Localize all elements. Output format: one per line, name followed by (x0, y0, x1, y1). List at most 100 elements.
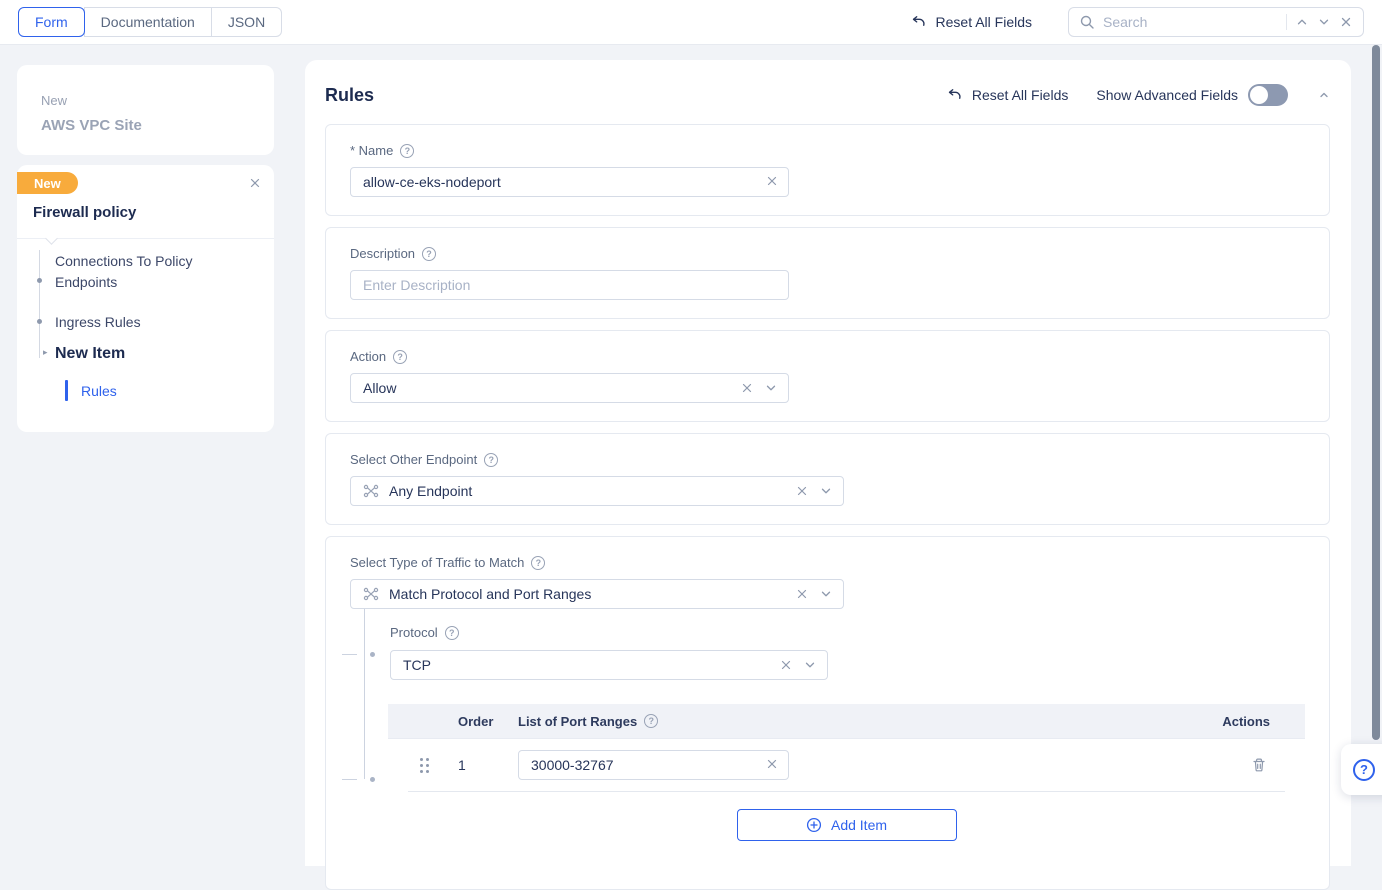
row-order-value: 1 (458, 757, 466, 773)
help-icon: ? (1353, 758, 1375, 781)
view-tab-group: Form Documentation JSON (18, 7, 283, 37)
traffic-field-card: Select Type of Traffic to Match ? Match … (325, 536, 1330, 890)
divider-notch (45, 232, 58, 245)
info-icon[interactable]: ? (644, 714, 659, 728)
collapse-section-icon[interactable] (1318, 89, 1330, 101)
info-icon[interactable]: ? (484, 453, 499, 467)
protocol-value: TCP (403, 657, 431, 673)
name-label: * Name (350, 143, 394, 158)
sidebar-item-connections-to-policy-endpoints[interactable]: Connections To Policy Endpoints (55, 253, 193, 290)
sidebar-item-new-item[interactable]: New Item (55, 345, 126, 362)
reset-all-fields-top-label: Reset All Fields (935, 14, 1032, 30)
nested-connector-dot (370, 652, 375, 657)
clear-endpoint-icon[interactable] (795, 484, 809, 498)
firewall-policy-card: New Firewall policy Connections To Polic… (17, 165, 274, 432)
name-field-card: * Name ? (325, 124, 1330, 216)
search-box (1068, 7, 1364, 37)
traffic-select[interactable]: Match Protocol and Port Ranges (350, 579, 844, 609)
action-value: Allow (363, 380, 397, 396)
tree-expand-arrow-icon: ▸ (43, 347, 48, 357)
info-icon[interactable]: ? (531, 556, 546, 570)
search-next-icon[interactable] (1317, 15, 1331, 29)
tab-json[interactable]: JSON (210, 7, 283, 37)
topbar: Form Documentation JSON Reset All Fields (0, 0, 1382, 45)
clear-name-icon[interactable] (765, 174, 779, 188)
endpoint-label: Select Other Endpoint (350, 452, 478, 467)
search-close-icon[interactable] (1339, 15, 1353, 29)
add-item-row: Add Item (388, 792, 1305, 871)
chevron-down-icon[interactable] (819, 587, 833, 601)
description-field-card: Description ? (325, 227, 1330, 319)
reset-all-fields-top-button[interactable]: Reset All Fields (910, 14, 1032, 31)
help-button[interactable]: ? (1341, 744, 1382, 795)
table-header: Order List of Port Ranges ? Actions (388, 704, 1305, 739)
table-row: 1 (388, 739, 1305, 791)
port-ranges-table: Order List of Port Ranges ? Actions 1 (388, 704, 1305, 871)
parent-card-title: AWS VPC Site (41, 117, 142, 134)
traffic-value: Match Protocol and Port Ranges (389, 586, 592, 602)
toggle-knob (1250, 86, 1268, 104)
clear-action-icon[interactable] (740, 381, 754, 395)
endpoint-value: Any Endpoint (389, 483, 473, 499)
parent-card-eyebrow: New (41, 93, 68, 108)
chevron-down-icon[interactable] (819, 484, 833, 498)
show-advanced-fields-label: Show Advanced Fields (1096, 87, 1238, 103)
add-item-button[interactable]: Add Item (736, 809, 957, 841)
show-advanced-fields-toggle[interactable] (1248, 84, 1288, 106)
port-ranges-column-header: List of Port Ranges (518, 713, 638, 729)
parent-object-card[interactable]: New AWS VPC Site (17, 65, 274, 155)
info-icon[interactable]: ? (400, 144, 415, 158)
rules-panel: Rules Reset All Fields Show Advanced Fie… (305, 60, 1351, 890)
branch-nodes-icon (363, 586, 379, 602)
clear-traffic-icon[interactable] (795, 587, 809, 601)
tab-form[interactable]: Form (18, 7, 85, 37)
search-input[interactable] (1103, 14, 1278, 30)
row-divider (408, 791, 1285, 792)
sidebar: New AWS VPC Site New Firewall policy Con… (17, 65, 274, 432)
chevron-down-icon[interactable] (764, 381, 778, 395)
sidebar-item-ingress-rules[interactable]: Ingress Rules (55, 314, 141, 330)
sidebar-item-rules[interactable]: Rules (81, 383, 117, 399)
active-item-indicator (65, 380, 68, 401)
port-range-input[interactable] (518, 750, 789, 780)
policy-nav-tree: Connections To Policy Endpoints Ingress … (17, 245, 274, 432)
close-policy-icon[interactable] (248, 176, 262, 190)
action-label: Action (350, 349, 387, 364)
description-input[interactable] (350, 270, 789, 300)
policy-title: Firewall policy (33, 204, 137, 221)
vertical-scrollbar[interactable] (1372, 45, 1380, 740)
protocol-field: Protocol ? TCP (390, 625, 1305, 680)
traffic-label: Select Type of Traffic to Match (350, 555, 525, 570)
info-icon[interactable]: ? (422, 247, 437, 261)
branch-nodes-icon (363, 483, 379, 499)
reset-all-fields-section-button[interactable]: Reset All Fields (946, 87, 1068, 104)
description-label: Description (350, 246, 416, 261)
clear-port-range-icon[interactable] (765, 757, 779, 771)
tab-documentation[interactable]: Documentation (83, 7, 212, 37)
info-icon[interactable]: ? (444, 626, 459, 640)
action-field-card: Action ? Allow (325, 330, 1330, 422)
search-prev-icon[interactable] (1295, 15, 1309, 29)
action-select[interactable]: Allow (350, 373, 789, 403)
search-icon (1079, 14, 1095, 30)
tree-connector-line (39, 250, 40, 358)
undo-icon (946, 87, 963, 104)
nested-connector-dash (342, 654, 357, 655)
tree-bullet (37, 319, 42, 324)
name-input[interactable] (350, 167, 789, 197)
clear-protocol-icon[interactable] (779, 658, 793, 672)
endpoint-field-card: Select Other Endpoint ? Any Endpoint (325, 433, 1330, 525)
nested-connector-dot (370, 777, 375, 782)
protocol-select[interactable]: TCP (390, 650, 828, 680)
order-column-header: Order (458, 713, 494, 729)
nested-connector-dash (342, 779, 357, 780)
delete-row-icon[interactable] (1251, 757, 1305, 773)
actions-column-header: Actions (1222, 713, 1270, 729)
drag-handle-icon[interactable] (420, 757, 429, 773)
add-item-label: Add Item (830, 817, 888, 833)
reset-all-fields-section-label: Reset All Fields (971, 87, 1069, 103)
chevron-down-icon[interactable] (803, 658, 817, 672)
endpoint-select[interactable]: Any Endpoint (350, 476, 844, 506)
info-icon[interactable]: ? (393, 350, 408, 364)
plus-circle-icon (806, 817, 822, 833)
